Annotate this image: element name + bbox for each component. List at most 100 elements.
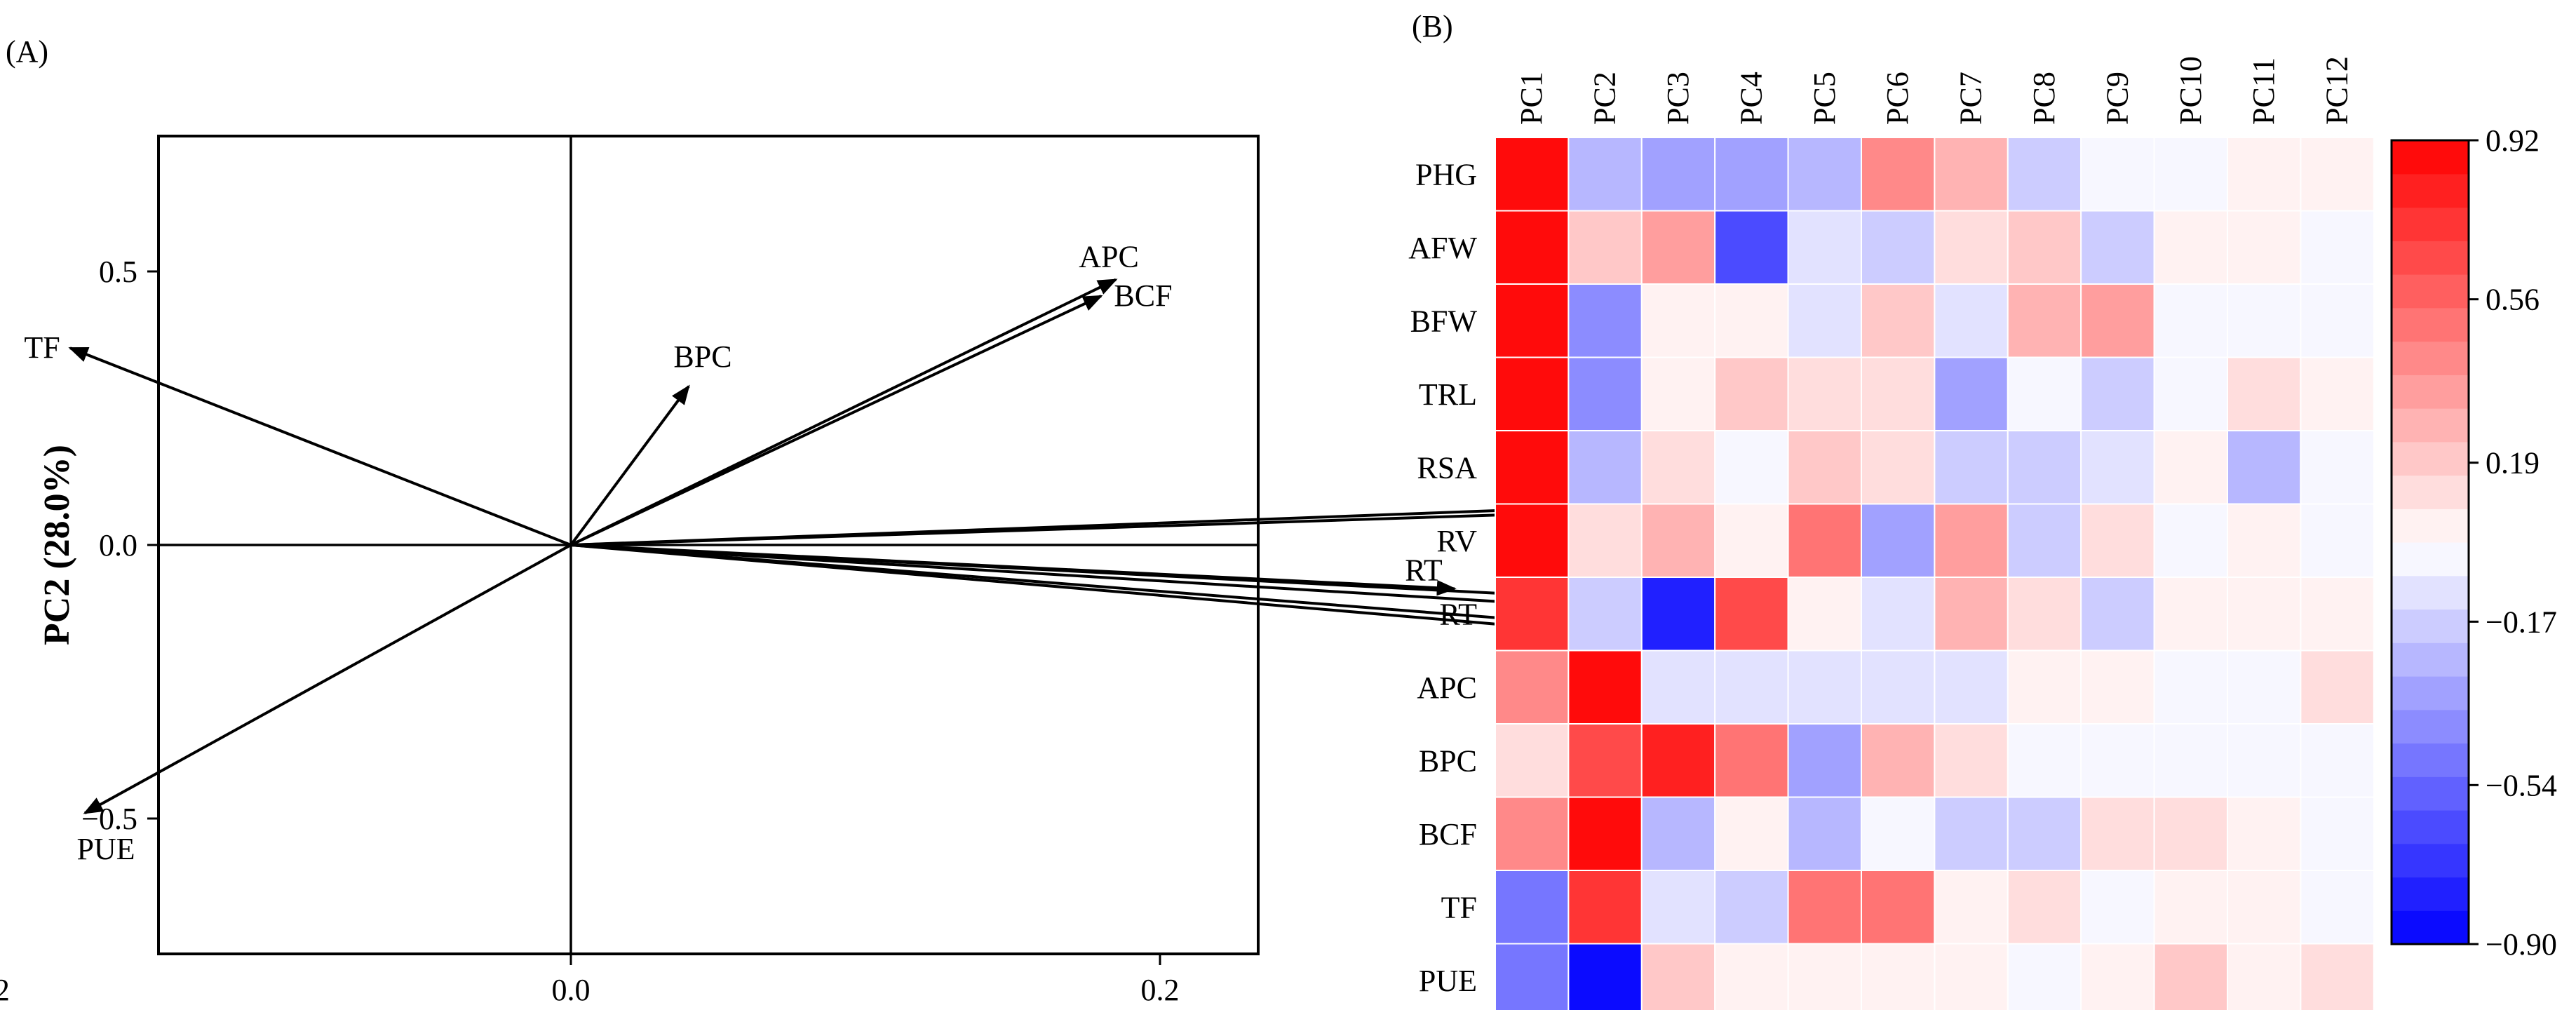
heatmap-cell — [1495, 356, 1570, 431]
heatmap-cell — [2227, 137, 2302, 212]
heatmap-cell — [2080, 210, 2155, 285]
heatmap-cell — [1640, 137, 1716, 212]
heatmap-cell — [1567, 137, 1643, 212]
heatmap-cell — [1714, 137, 1789, 212]
colorbar-band — [2392, 140, 2469, 175]
heatmap-cell — [2227, 796, 2302, 871]
colorbar-band — [2392, 341, 2469, 375]
heatmap-cell — [1567, 210, 1643, 285]
heatmap-cell — [1640, 356, 1716, 431]
loading-vector-bcf — [570, 295, 1103, 546]
heatmap-cell — [2080, 137, 2155, 212]
colorbar-band — [2392, 743, 2469, 777]
heatmap-cell — [1640, 723, 1716, 798]
heatmap-cell — [2007, 870, 2082, 945]
heatmap-cell — [2080, 283, 2155, 358]
heatmap-cell — [2007, 430, 2082, 505]
loading-vector-rv — [570, 504, 1589, 546]
heatmap-cell — [2227, 723, 2302, 798]
heatmap-cell — [1934, 943, 2009, 1010]
column-label-pc4: PC4 — [1734, 72, 1768, 125]
vector-label-pue: PUE — [76, 832, 135, 866]
heatmap-cell — [2080, 943, 2155, 1010]
heatmap-cell — [2227, 649, 2302, 725]
heatmap-cell — [2153, 210, 2229, 285]
heatmap-cell — [1934, 577, 2009, 652]
heatmap-cell — [2227, 870, 2302, 945]
colorbar-band — [2392, 709, 2469, 744]
heatmap-cell — [1567, 283, 1643, 358]
heatmap-cell — [2080, 649, 2155, 725]
colorbar-tick-label: 0.56 — [2486, 283, 2540, 317]
heatmap-cell — [2007, 356, 2082, 431]
heatmap-cell — [1567, 723, 1643, 798]
heatmap-cell — [1934, 283, 2009, 358]
loading-vector-pue — [83, 544, 572, 814]
heatmap-cell — [2300, 210, 2375, 285]
heatmap-cell — [2153, 870, 2229, 945]
heatmap-cell — [1787, 723, 1863, 798]
heatmap-cell — [1787, 870, 1863, 945]
heatmap-cell — [1787, 137, 1863, 212]
heatmap-cell — [1495, 283, 1570, 358]
heatmap-cell — [2300, 503, 2375, 578]
colorbar-band — [2392, 810, 2469, 844]
colorbar-band — [2392, 207, 2469, 241]
heatmap-cell — [1714, 430, 1789, 505]
heatmap-cell — [1934, 430, 2009, 505]
heatmap-cell — [1567, 577, 1643, 652]
heatmap-cell — [2300, 723, 2375, 798]
heatmap-cell — [1495, 503, 1570, 578]
heatmap-cell — [2300, 283, 2375, 358]
colorbar-band — [2392, 408, 2469, 443]
heatmap-cell — [1787, 210, 1863, 285]
column-label-pc6: PC6 — [1880, 72, 1915, 125]
colorbar-band — [2392, 441, 2469, 476]
colorbar: 0.92 0.56 0.19 −0.17 −0.54 −0.90 — [2390, 123, 2557, 962]
colorbar-band — [2392, 173, 2469, 208]
heatmap-cell — [1934, 503, 2009, 578]
colorbar-band — [2392, 475, 2469, 509]
heatmap-cell — [1714, 870, 1789, 945]
heatmap-cell — [1861, 356, 1936, 431]
heatmap-cell — [1567, 943, 1643, 1010]
heatmap-cell — [1714, 356, 1789, 431]
y-tick-label: 0.5 — [99, 255, 137, 289]
heatmap-cell — [1714, 943, 1789, 1010]
heatmap-cell — [1640, 870, 1716, 945]
heatmap-cell — [1861, 723, 1936, 798]
loading-vector-tf — [68, 346, 572, 546]
heatmap-cell — [2007, 577, 2082, 652]
heatmap-cell — [1934, 723, 2009, 798]
y-axis-label: PC2 (28.0%) — [37, 445, 77, 645]
heatmap-cell — [1640, 577, 1716, 652]
heatmap-cell — [1495, 796, 1570, 871]
column-label-pc11: PC11 — [2246, 58, 2281, 125]
x-tick-label: 0.0 — [552, 973, 591, 1007]
loading-vector-apc — [570, 278, 1118, 546]
y-tick-label: 0.0 — [99, 528, 137, 563]
heatmap-cell — [1567, 503, 1643, 578]
colorbar-tick-label: −0.54 — [2486, 768, 2557, 802]
heatmap-cell — [2153, 723, 2229, 798]
heatmap-cell — [1787, 577, 1863, 652]
heatmap-cell — [1495, 870, 1570, 945]
heatmap-cell — [1861, 870, 1936, 945]
vector-label-bpc: BPC — [673, 339, 731, 374]
heatmap-cell — [2080, 430, 2155, 505]
row-label-pue: PUE — [1419, 964, 1477, 998]
heatmap-cell — [1714, 649, 1789, 725]
heatmap-cell — [1640, 283, 1716, 358]
vector-label-bcf: BCF — [1114, 278, 1172, 313]
heatmap-cell — [1787, 649, 1863, 725]
heatmap-cell — [1934, 356, 2009, 431]
colorbar-band — [2392, 307, 2469, 342]
heatmap-cell — [2080, 503, 2155, 578]
row-label-rsa: RSA — [1417, 450, 1477, 485]
colorbar-band — [2392, 274, 2469, 309]
heatmap-cell — [1861, 430, 1936, 505]
heatmap-cell — [1787, 503, 1863, 578]
colorbar-band — [2392, 642, 2469, 677]
heatmap-cell — [1861, 283, 1936, 358]
heatmap-cell — [1861, 943, 1936, 1010]
